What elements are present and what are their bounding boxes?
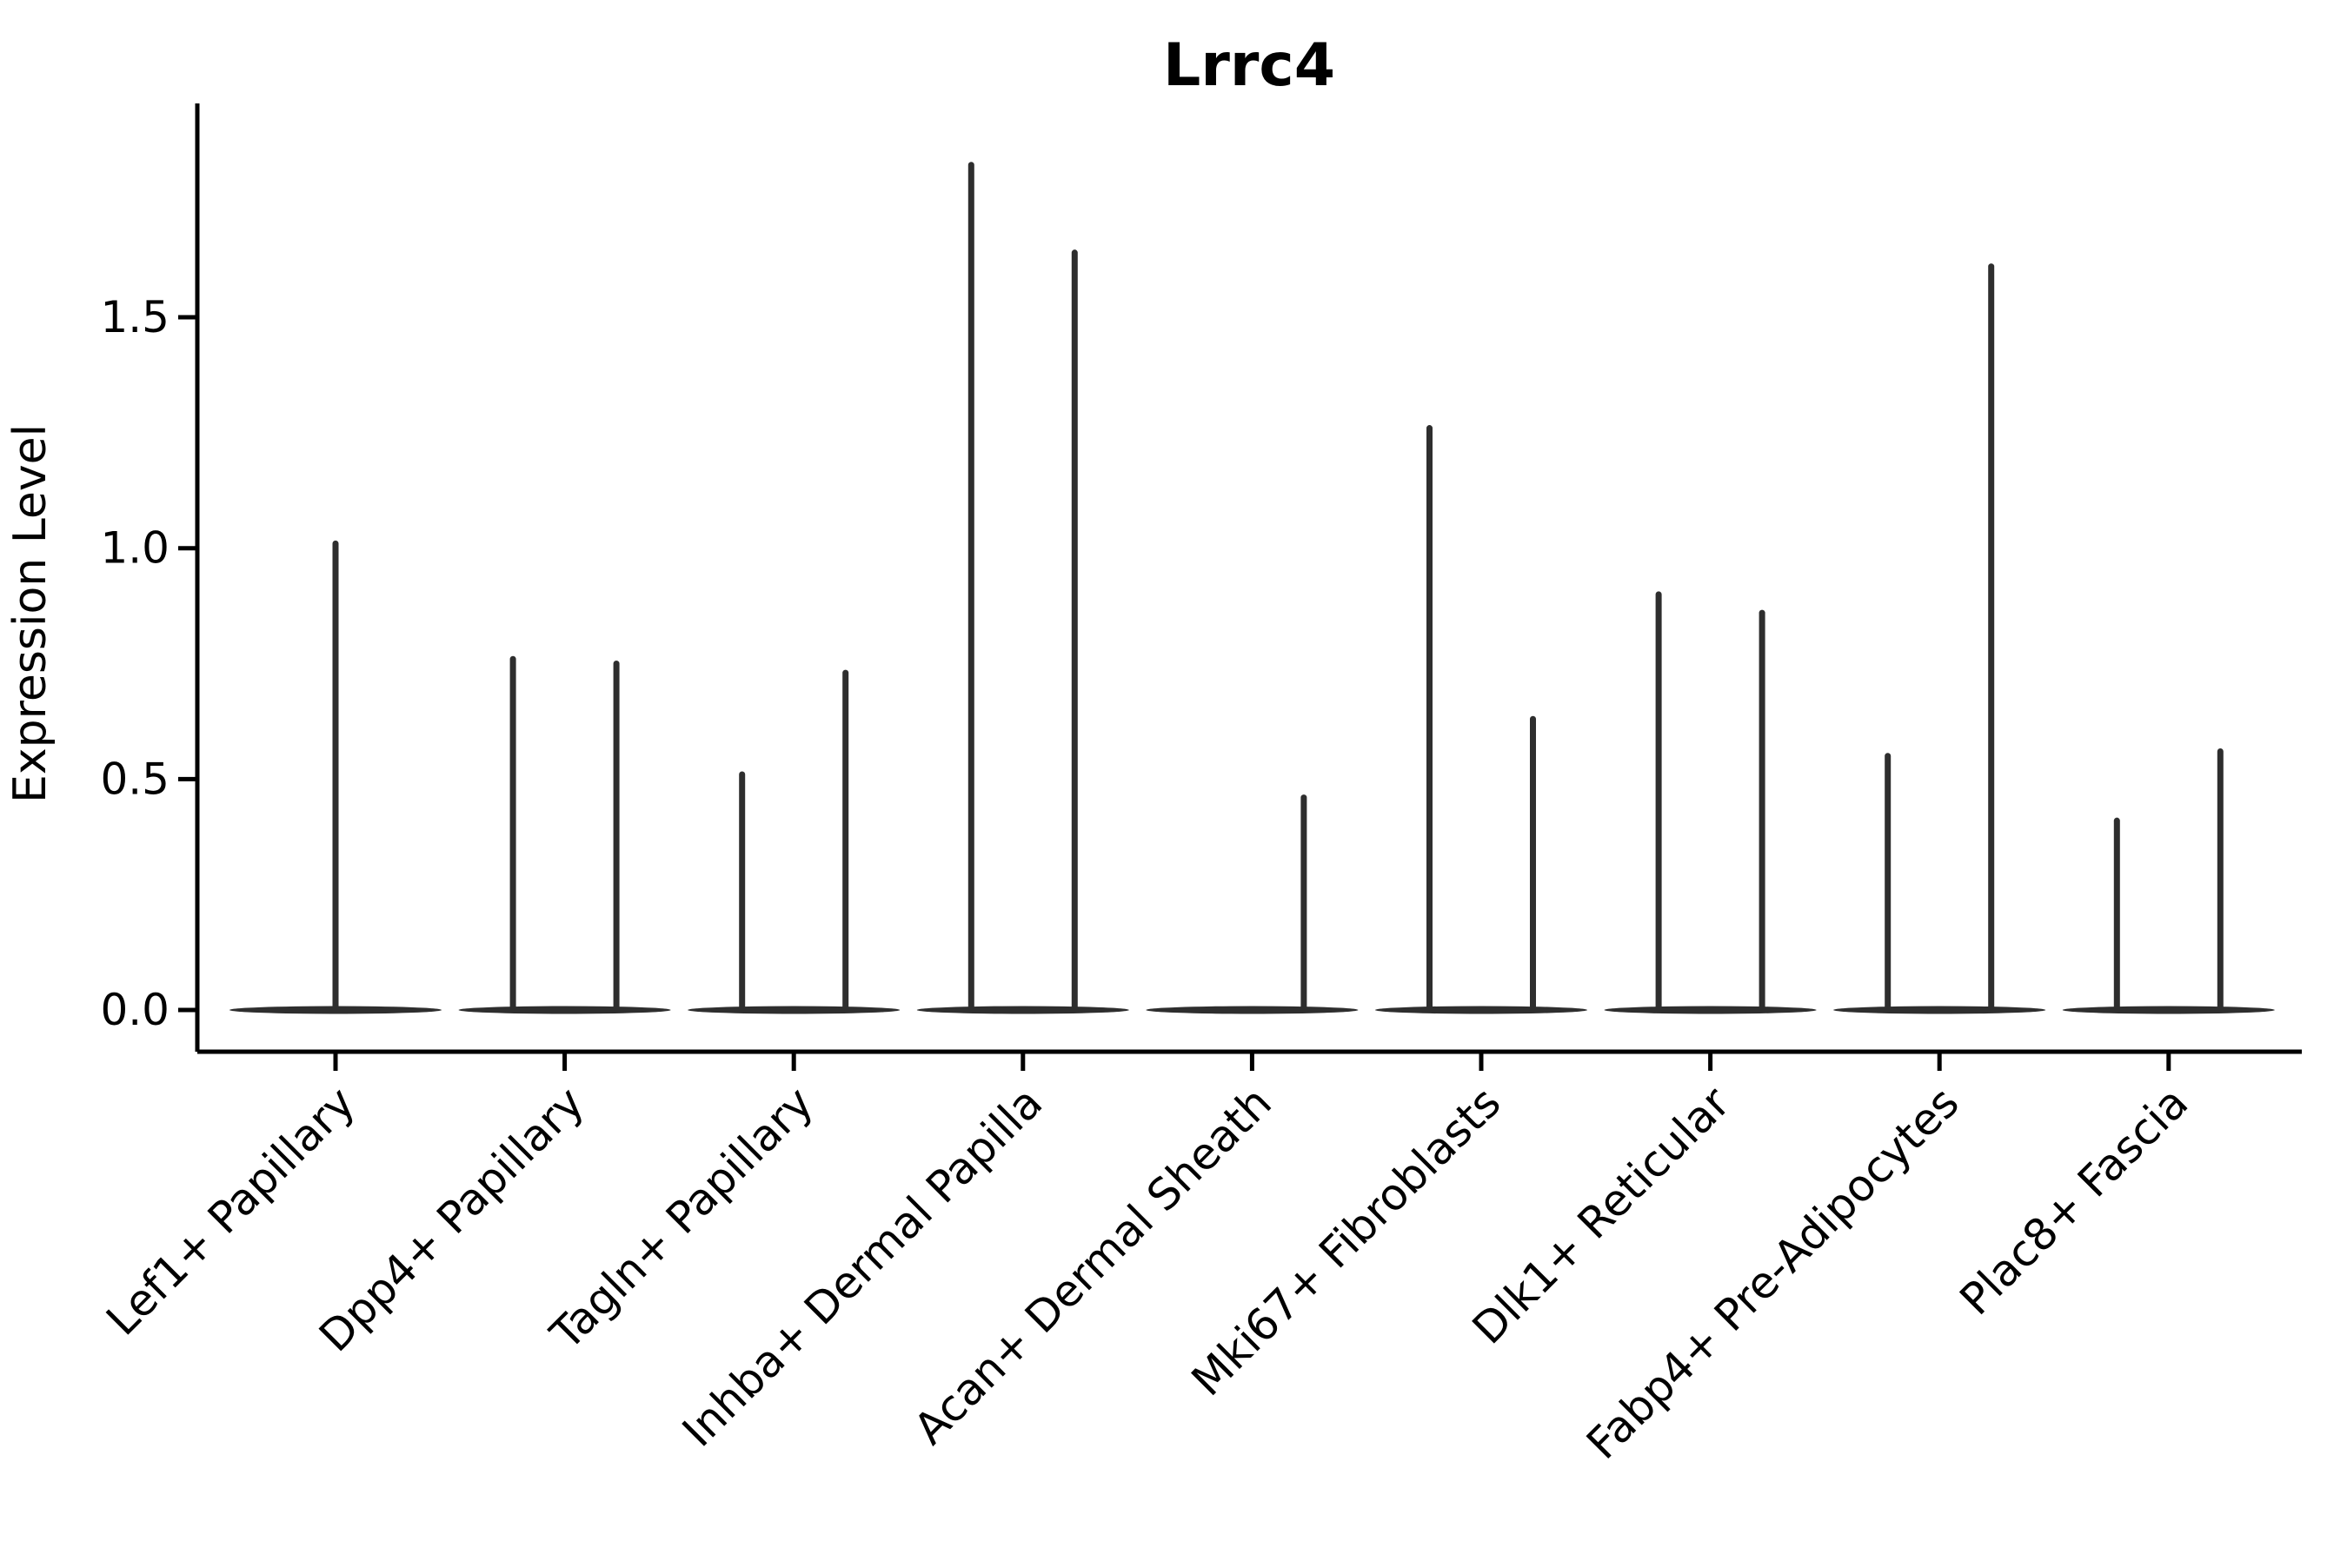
- x-tick-label: Fabp4+ Pre-Adipocytes: [1577, 1077, 1969, 1469]
- violin-baseline: [1146, 1006, 1359, 1014]
- chart-title: Lrrc4: [1163, 31, 1335, 100]
- y-tick-label: 0.0: [100, 985, 170, 1035]
- violin-baseline: [1604, 1006, 1817, 1014]
- x-tick-label: Plac8+ Fascia: [1951, 1077, 2198, 1325]
- violin-baseline: [688, 1006, 901, 1014]
- violin-baseline: [916, 1006, 1129, 1014]
- x-tick-label: Lef1+ Papillary: [96, 1077, 364, 1345]
- y-tick-label: 1.5: [100, 292, 170, 342]
- y-axis-label: Expression Level: [4, 424, 57, 803]
- y-tick-label: 1.0: [100, 523, 170, 574]
- violin-baseline: [1375, 1006, 1587, 1014]
- violin-baseline: [458, 1006, 671, 1014]
- violin-baseline: [1833, 1006, 2046, 1014]
- y-tick-label: 0.5: [100, 754, 170, 804]
- violin-baseline: [2062, 1006, 2275, 1014]
